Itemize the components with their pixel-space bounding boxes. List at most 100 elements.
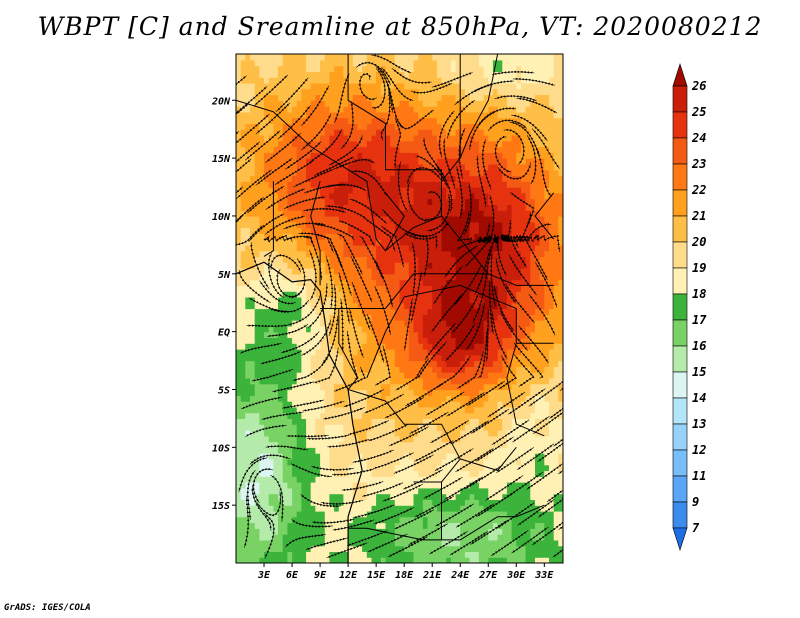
field-cell (413, 152, 419, 159)
field-cell (245, 302, 251, 310)
field-cell (483, 487, 489, 495)
field-cell (474, 71, 480, 78)
field-cell (296, 476, 302, 483)
field-cell (245, 296, 251, 304)
field-cell (474, 418, 480, 425)
field-cell (259, 349, 265, 356)
field-cell (329, 389, 335, 396)
field-cell (250, 291, 256, 298)
field-cell (245, 262, 251, 269)
field-cell (394, 476, 401, 483)
field-cell (446, 510, 452, 518)
field-cell (240, 343, 246, 350)
field-cell (460, 302, 466, 310)
field-cell (380, 65, 387, 72)
field-cell (282, 458, 288, 466)
field-cell (474, 337, 480, 344)
field-cell (432, 516, 438, 524)
field-cell (254, 349, 260, 356)
field-cell (483, 210, 489, 217)
field-cell (492, 447, 499, 454)
field-cell (315, 111, 321, 119)
field-cell (292, 395, 298, 402)
field-cell (460, 482, 466, 489)
field-cell (245, 372, 251, 379)
field-cell (460, 204, 466, 211)
field-cell (376, 100, 382, 107)
field-cell (422, 296, 429, 304)
field-cell (324, 505, 331, 512)
field-cell (334, 129, 340, 136)
field-cell (404, 528, 410, 535)
field-cell (348, 175, 354, 182)
field-cell (278, 366, 284, 373)
field-cell (320, 175, 326, 182)
field-cell (432, 412, 438, 419)
field-cell (268, 244, 274, 252)
field-cell (376, 135, 382, 142)
field-cell (254, 65, 260, 72)
field-cell (278, 360, 284, 367)
field-cell (259, 325, 265, 333)
field-cell (436, 325, 443, 333)
field-cell (362, 453, 368, 460)
field-cell (306, 458, 312, 466)
field-cell (394, 487, 401, 495)
field-cell (427, 59, 433, 67)
field-cell (376, 88, 382, 96)
field-cell (306, 516, 312, 524)
field-cell (236, 331, 242, 338)
field-cell (413, 453, 419, 460)
field-cell (436, 557, 443, 563)
field-cell (320, 464, 326, 472)
field-cell (240, 499, 246, 506)
field-cell (404, 337, 410, 344)
field-cell (478, 470, 485, 477)
field-cell (240, 129, 246, 136)
field-cell (250, 135, 256, 142)
field-cell (427, 406, 433, 414)
field-cell (324, 210, 331, 217)
field-cell (343, 331, 349, 338)
field-cell (478, 406, 485, 414)
field-cell (278, 239, 284, 246)
field-cell (250, 349, 256, 356)
field-cell (352, 516, 359, 524)
field-cell (268, 94, 274, 101)
field-cell (446, 383, 452, 391)
field-cell (366, 487, 373, 495)
field-cell (366, 268, 373, 275)
field-cell (413, 82, 419, 90)
field-cell (338, 169, 345, 177)
field-cell (413, 343, 419, 350)
field-cell (390, 401, 396, 408)
field-cell (441, 557, 447, 563)
field-cell (250, 71, 256, 78)
field-cell (343, 482, 349, 489)
field-cell (348, 534, 354, 541)
field-cell (404, 453, 410, 460)
field-cell (324, 65, 331, 72)
field-cell (427, 395, 433, 402)
field-cell (348, 59, 354, 67)
field-cell (301, 308, 307, 315)
field-cell (371, 71, 377, 78)
field-cell (273, 522, 279, 529)
field-cell (343, 435, 349, 443)
field-cell (455, 539, 461, 547)
field-cell (287, 152, 293, 159)
field-cell (292, 458, 298, 466)
field-cell (338, 123, 345, 130)
field-cell (282, 528, 288, 535)
field-cell (301, 458, 307, 466)
field-cell (469, 204, 475, 211)
field-cell (296, 273, 302, 281)
field-cell (432, 458, 438, 466)
field-cell (446, 244, 452, 252)
field-cell (357, 534, 363, 541)
field-cell (488, 522, 494, 529)
field-cell (404, 424, 410, 431)
field-cell (259, 412, 265, 419)
field-cell (488, 210, 494, 217)
field-cell (268, 464, 274, 472)
